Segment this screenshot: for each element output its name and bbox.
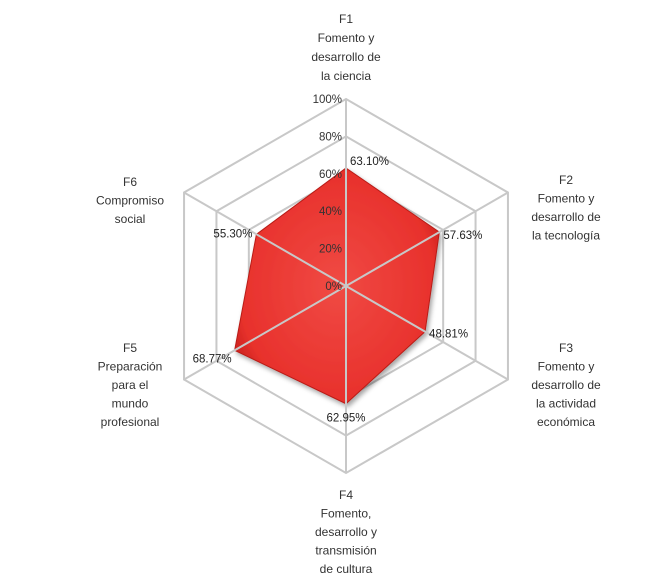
tick-label: 40%: [319, 206, 342, 218]
value-labels: 63.10% 57.63% 48.81% 62.95% 68.77% 55.30%: [193, 156, 483, 425]
axis-label-line: F6: [123, 175, 137, 189]
axis-label-line: Fomento y: [538, 360, 595, 374]
axis-label-line: la tecnología: [532, 229, 600, 243]
axis-label-line: Fomento y: [318, 31, 375, 45]
axis-label-line: F1: [339, 12, 353, 26]
axis-label-line: transmisión: [315, 544, 376, 558]
axis-label-line: F5: [123, 341, 137, 355]
axis-label-line: Fomento y: [538, 192, 595, 206]
axis-label-line: económica: [537, 415, 595, 429]
value-label: 63.10%: [350, 156, 389, 168]
tick-labels: 0% 20% 40% 60% 80% 100%: [313, 94, 342, 293]
axis-label-f4: F4 Fomento, desarrollo y transmisión de cult…: [315, 488, 377, 576]
axis-label-line: para el: [112, 378, 149, 392]
spoke-line: [345, 191, 509, 287]
value-label: 57.63%: [443, 230, 482, 242]
value-label: 68.77%: [193, 353, 232, 365]
axis-label-line: F3: [559, 341, 573, 355]
axis-label-line: profesional: [101, 415, 160, 429]
axis-label-line: social: [115, 212, 146, 226]
axis-labels: F1 Fomento y desarrollo de la ciencia F2 Fome…: [96, 12, 601, 576]
spoke-line: [345, 285, 509, 381]
axis-label-line: mundo: [112, 397, 149, 411]
axis-label-f3: F3 Fomento y desarrollo de la actividad econ…: [531, 341, 601, 429]
axis-label-f2: F2 Fomento y desarrollo de la tecnología: [531, 173, 601, 243]
axis-label-line: de cultura: [320, 562, 373, 576]
axis-label-line: F4: [339, 488, 353, 502]
axis-label-f1: F1 Fomento y desarrollo de la ciencia: [311, 12, 381, 83]
axis-label-line: desarrollo de: [311, 50, 381, 64]
value-label: 62.95%: [326, 413, 365, 425]
axis-label-line: la ciencia: [321, 69, 371, 83]
value-label: 55.30%: [213, 228, 252, 240]
axis-label-line: desarrollo de: [531, 210, 601, 224]
axis-label-line: Compromiso: [96, 194, 164, 208]
axis-label-f5: F5 Preparación para el mundo profesional: [98, 341, 163, 429]
tick-label: 20%: [319, 244, 342, 256]
axis-label-line: Preparación: [98, 360, 163, 374]
axis-label-line: la actividad: [536, 397, 596, 411]
tick-label: 0%: [325, 281, 342, 293]
axis-label-line: desarrollo y: [315, 525, 377, 539]
spoke-line: [183, 191, 347, 287]
spoke-line: [183, 285, 347, 381]
value-label: 48.81%: [429, 329, 468, 341]
spokes: [183, 99, 509, 473]
axis-label-f6: F6 Compromiso social: [96, 175, 164, 226]
axis-label-line: desarrollo de: [531, 378, 601, 392]
tick-label: 60%: [319, 169, 342, 181]
axis-label-line: F2: [559, 173, 573, 187]
axis-label-line: Fomento,: [321, 507, 372, 521]
tick-label: 100%: [313, 94, 342, 106]
tick-label: 80%: [319, 131, 342, 143]
